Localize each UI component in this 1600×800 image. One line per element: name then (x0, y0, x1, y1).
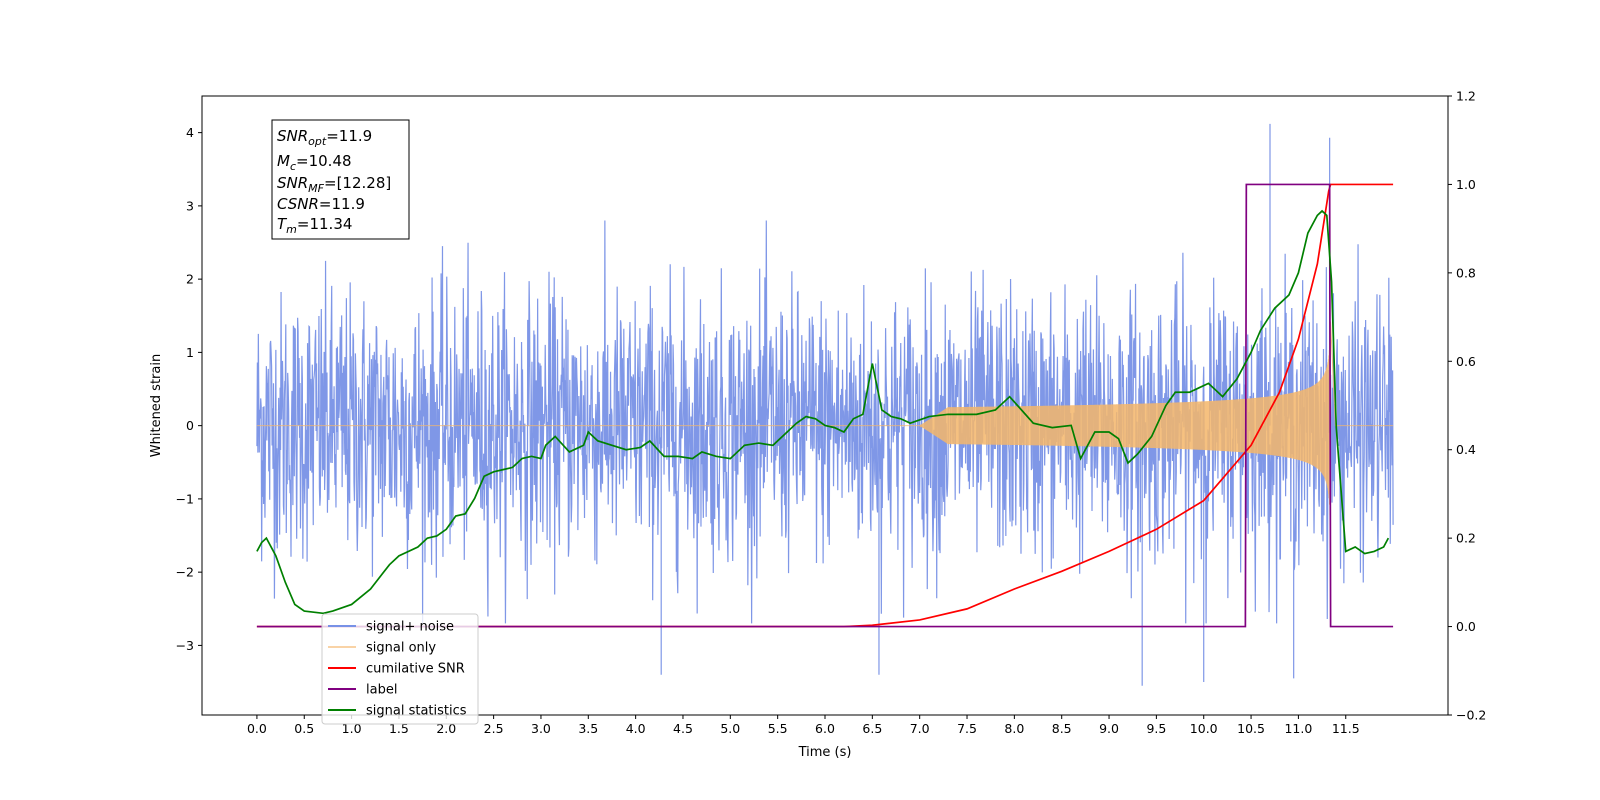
y-tick-right-label: 0.6 (1456, 354, 1476, 369)
x-tick-label: 6.5 (862, 721, 882, 736)
x-tick-label: 1.5 (389, 721, 409, 736)
legend-label: signal+ noise (366, 620, 454, 635)
x-tick-label: 8.5 (1052, 721, 1072, 736)
series-signal-statistics (256, 209, 1390, 615)
x-tick-label: 8.0 (1004, 721, 1024, 736)
y-tick-left-label: 2 (186, 272, 194, 287)
x-tick-label: 6.0 (815, 721, 835, 736)
x-tick-label: 5.0 (720, 721, 740, 736)
legend-label: cumilative SNR (366, 662, 465, 677)
y-axis-right: 1.2 1.0 0.8 0.6 0.4 0.2 0.0 −0.2 (1448, 89, 1486, 723)
y-tick-left-label: 3 (186, 198, 194, 213)
y-axis-left: 4 3 2 1 0 −1 −2 −3 (176, 125, 202, 653)
y-tick-left-label: 4 (186, 125, 194, 140)
plot-area (256, 123, 1394, 686)
x-tick-label: 2.5 (484, 721, 504, 736)
y-tick-right-label: 0.2 (1456, 531, 1476, 546)
legend-label: signal only (366, 641, 436, 656)
parameters-box: SNRopt=11.9 Mc=10.48SNRMF=[12.28]CSNR=11.… (271, 119, 410, 240)
y-tick-right-label: 0.0 (1456, 619, 1476, 634)
y-tick-left-label: −2 (176, 565, 194, 580)
x-tick-label: 7.5 (957, 721, 977, 736)
x-tick-label: 10.5 (1237, 721, 1265, 736)
x-tick-label: 9.5 (1146, 721, 1166, 736)
y-tick-left-label: 1 (186, 345, 194, 360)
x-tick-label: 9.0 (1099, 721, 1119, 736)
parameters-box-frame (271, 119, 410, 240)
x-tick-label: 4.5 (673, 721, 693, 736)
x-axis: 0.0 0.5 1.0 1.5 2.0 2.5 3.0 3.5 4.0 4.5 5.0 5.5 6.0 6… (247, 715, 1360, 736)
y-tick-right-label: 1.0 (1456, 177, 1476, 192)
x-tick-label: 3.0 (531, 721, 551, 736)
x-tick-label: 5.5 (768, 721, 788, 736)
legend-label: label (366, 683, 397, 698)
x-axis-label: Time (s) (798, 745, 852, 760)
x-tick-label: 0.5 (294, 721, 314, 736)
parameter-snr_mf: SNRMF=[12.28] (277, 174, 391, 195)
series-label (256, 183, 1394, 628)
parameter-snr_opt: SNRopt=11.9 (277, 127, 372, 148)
x-tick-label: 10.0 (1190, 721, 1218, 736)
x-tick-label: 1.0 (342, 721, 362, 736)
x-tick-label: 11.5 (1332, 721, 1360, 736)
x-tick-label: 4.0 (626, 721, 646, 736)
x-tick-label: 2.0 (436, 721, 456, 736)
parameter-mc: Mc=10.48 (277, 152, 352, 173)
y-tick-left-label: 0 (186, 418, 194, 433)
y-tick-right-label: −0.2 (1456, 708, 1486, 723)
x-tick-label: 0.0 (247, 721, 267, 736)
legend: signal+ noise signal only cumilative SNR la… (321, 613, 479, 725)
x-tick-label: 3.5 (578, 721, 598, 736)
y-tick-right-label: 0.8 (1456, 265, 1476, 280)
parameter-csnr: CSNR=11.9 (277, 195, 365, 213)
parameter-tm: Tm=11.34 (277, 215, 352, 236)
y-tick-left-label: −3 (176, 638, 194, 653)
legend-frame (321, 613, 479, 725)
y-tick-right-label: 1.2 (1456, 89, 1476, 104)
x-tick-label: 11.0 (1284, 721, 1312, 736)
y-tick-right-label: 0.4 (1456, 442, 1476, 457)
x-tick-label: 7.0 (910, 721, 930, 736)
y-axis-label: Whitened strain (149, 354, 164, 457)
y-tick-left-label: −1 (176, 491, 194, 506)
legend-label: signal statistics (366, 704, 467, 719)
